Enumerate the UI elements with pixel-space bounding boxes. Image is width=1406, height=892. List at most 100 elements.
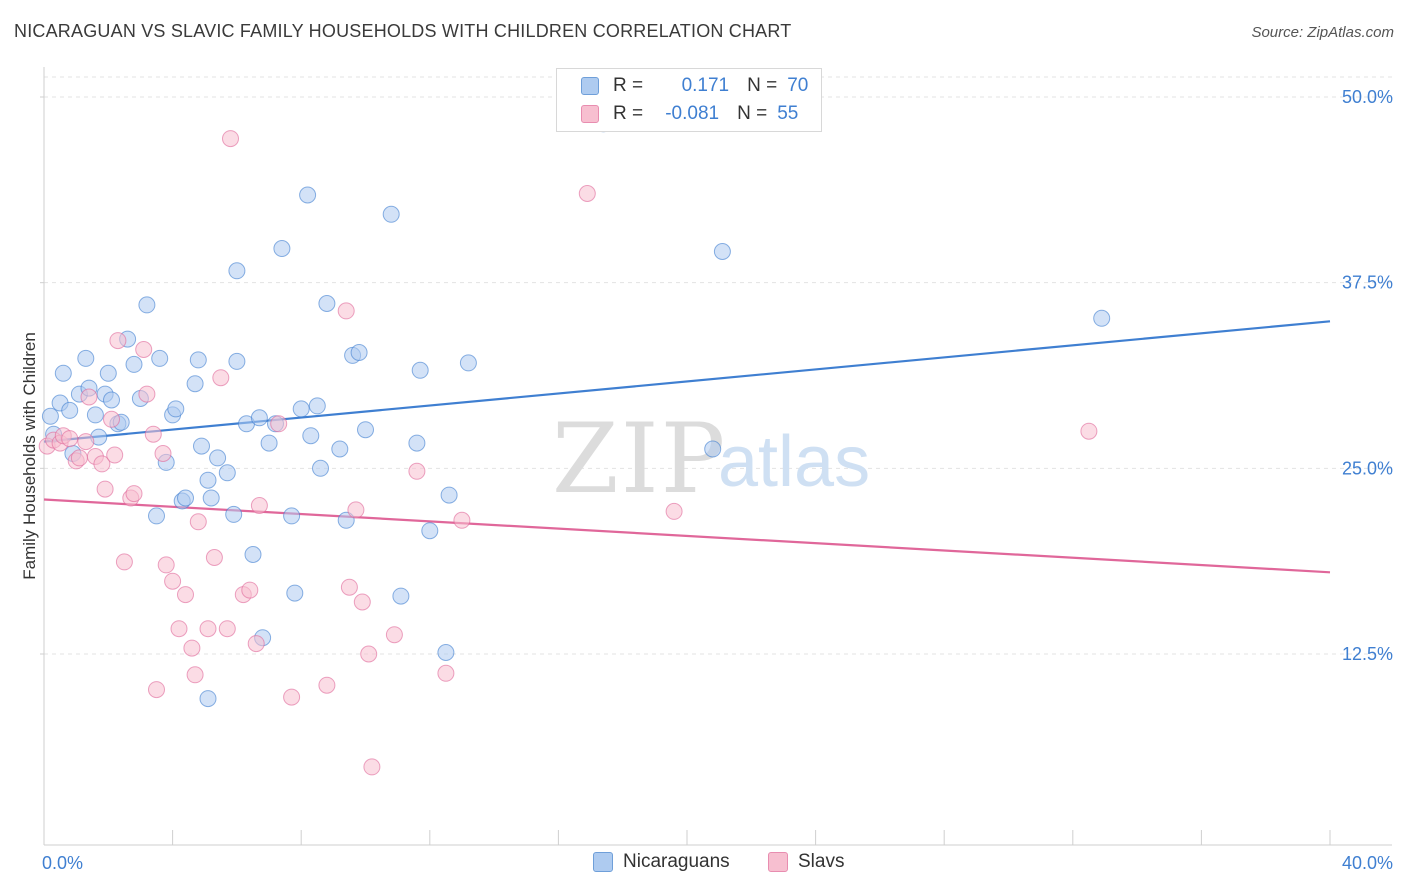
point-nicaraguans xyxy=(189,351,207,369)
legend-n-value: 70 xyxy=(787,75,809,96)
point-nicaraguans xyxy=(138,296,156,314)
point-nicaraguans xyxy=(199,471,217,489)
point-nicaraguans xyxy=(186,375,204,393)
point-slavs xyxy=(283,688,301,706)
point-nicaraguans xyxy=(302,427,320,445)
point-slavs xyxy=(347,501,365,519)
point-nicaraguans xyxy=(167,400,185,418)
point-slavs xyxy=(408,462,426,480)
point-slavs xyxy=(93,455,111,473)
point-slavs xyxy=(77,433,95,451)
point-nicaraguans xyxy=(77,349,95,367)
y-tick-label: 50.0% xyxy=(1342,87,1393,107)
point-slavs xyxy=(109,332,127,350)
point-nicaraguans xyxy=(177,489,194,507)
point-nicaraguans xyxy=(318,295,336,312)
point-nicaraguans xyxy=(312,459,329,477)
legend-n-label: N = xyxy=(737,103,768,124)
point-slavs xyxy=(212,369,230,387)
point-slavs xyxy=(318,676,336,694)
point-slavs xyxy=(70,449,88,467)
point-nicaraguans xyxy=(1093,309,1111,327)
point-nicaraguans xyxy=(61,401,79,419)
point-nicaraguans xyxy=(54,364,72,382)
point-slavs xyxy=(222,130,239,148)
point-nicaraguans xyxy=(331,440,349,458)
point-slavs xyxy=(103,410,120,428)
point-slavs xyxy=(385,626,403,644)
legend-r-value: 0.171 xyxy=(681,75,730,96)
point-slavs xyxy=(363,758,381,776)
point-nicaraguans xyxy=(125,355,143,373)
point-slavs xyxy=(199,620,217,638)
point-nicaraguans xyxy=(392,587,410,605)
point-slavs xyxy=(125,485,143,503)
point-slavs xyxy=(270,415,288,433)
point-nicaraguans xyxy=(244,546,262,563)
point-slavs xyxy=(164,572,182,590)
point-slavs xyxy=(80,388,98,406)
legend-item-nicaraguans[interactable]: Nicaraguans xyxy=(593,851,730,873)
point-slavs xyxy=(106,446,124,464)
legend-item-slavs[interactable]: Slavs xyxy=(768,851,844,873)
point-nicaraguans xyxy=(228,352,246,370)
point-nicaraguans xyxy=(199,690,217,708)
point-nicaraguans xyxy=(283,507,301,525)
point-nicaraguans xyxy=(218,464,236,482)
point-nicaraguans xyxy=(41,407,59,425)
point-slavs xyxy=(138,385,156,403)
point-nicaraguans xyxy=(250,409,268,427)
grid-lines xyxy=(44,76,1392,655)
legend-swatch-nicaraguans xyxy=(593,852,613,872)
point-nicaraguans xyxy=(273,240,291,257)
axes xyxy=(40,67,1392,846)
x-tick-label: 0.0% xyxy=(42,853,83,873)
point-nicaraguans xyxy=(151,349,169,367)
legend-r-value: -0.081 xyxy=(665,103,720,124)
point-nicaraguans xyxy=(209,449,227,467)
legend-r-label: R = xyxy=(613,75,644,96)
point-slavs xyxy=(177,586,194,604)
point-nicaraguans xyxy=(299,186,317,204)
point-slavs xyxy=(186,666,204,684)
point-nicaraguans xyxy=(440,486,458,504)
point-slavs xyxy=(148,681,165,699)
legend-label-slavs: Slavs xyxy=(798,851,845,872)
point-slavs xyxy=(578,185,596,202)
point-slavs xyxy=(154,445,172,462)
point-slavs xyxy=(61,430,79,448)
point-slavs xyxy=(170,620,188,638)
legend-row-slavs: R = -0.081 N = 55 xyxy=(581,102,798,126)
legend-label-nicaraguans: Nicaraguans xyxy=(623,851,730,872)
legend-n-value: 55 xyxy=(777,103,799,124)
point-slavs xyxy=(135,341,153,358)
point-nicaraguans xyxy=(437,644,455,661)
legend-swatch-slavs xyxy=(768,852,788,872)
point-slavs xyxy=(115,553,133,571)
point-slavs xyxy=(144,425,162,443)
point-nicaraguans xyxy=(103,391,120,409)
point-slavs xyxy=(340,578,358,596)
point-slavs xyxy=(250,497,268,514)
point-nicaraguans xyxy=(408,434,426,452)
y-axis-label: Family Households with Children xyxy=(20,332,39,580)
point-nicaraguans xyxy=(99,364,117,382)
legend-r-label: R = xyxy=(613,103,644,124)
point-nicaraguans xyxy=(202,489,220,507)
point-nicaraguans xyxy=(357,421,374,439)
source-credit: Source: ZipAtlas.com xyxy=(1251,24,1394,41)
y-tick-label: 12.5% xyxy=(1342,644,1393,664)
watermark-atlas: atlas xyxy=(718,422,870,502)
watermark-zip: ZIP xyxy=(552,403,727,515)
point-nicaraguans xyxy=(459,354,477,372)
correlation-legend: R = 0.171 N = 70 R = -0.081 N = 55 xyxy=(556,68,822,132)
point-slavs xyxy=(1080,422,1098,440)
point-nicaraguans xyxy=(382,205,400,223)
point-nicaraguans xyxy=(411,361,429,379)
y-tick-label: 37.5% xyxy=(1342,273,1393,293)
point-slavs xyxy=(205,549,223,566)
point-nicaraguans xyxy=(286,584,304,602)
point-slavs xyxy=(665,502,683,520)
tick-labels: 12.5% 25.0% 37.5% 50.0% 0.0% 40.0% xyxy=(42,87,1393,873)
